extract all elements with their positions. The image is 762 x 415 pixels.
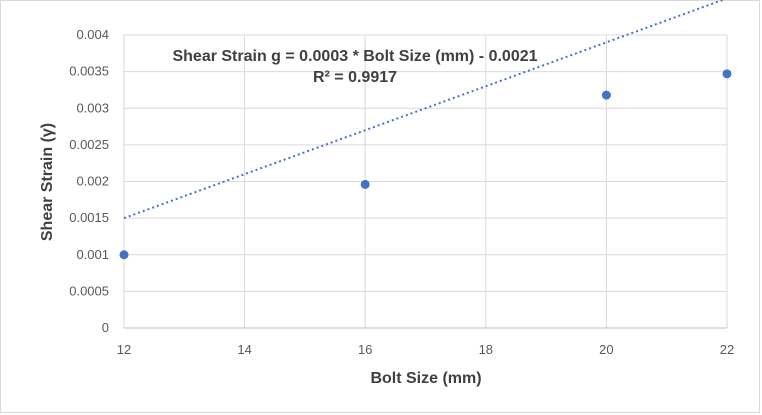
y-axis-title: Shear Strain (γ) (39, 123, 56, 241)
data-point (601, 90, 611, 100)
data-points (119, 69, 732, 260)
data-point (119, 250, 129, 260)
y-tick-label: 0.0005 (69, 283, 109, 298)
x-tick-label: 20 (599, 342, 613, 357)
trendline (123, 0, 726, 220)
gridlines (123, 34, 728, 329)
y-tick-label: 0.0035 (69, 64, 109, 79)
tick-labels: 0 0.0005 0.001 0.0015 0.002 0.0025 0.003 0.0035… (69, 27, 734, 357)
x-tick-label: 14 (237, 342, 251, 357)
trendline-group (123, 0, 726, 220)
y-tick-label: 0.004 (76, 27, 109, 42)
x-tick-label: 16 (358, 342, 372, 357)
x-axis-title: Bolt Size (mm) (370, 370, 481, 387)
y-tick-label: 0.0015 (69, 210, 109, 225)
r-squared-label: R² = 0.9917 (313, 69, 397, 86)
x-tick-label: 18 (479, 342, 493, 357)
data-point (722, 69, 732, 79)
x-tick-label: 12 (117, 342, 131, 357)
data-point (360, 179, 370, 189)
y-tick-label: 0 (102, 320, 109, 335)
y-tick-label: 0.0025 (69, 137, 109, 152)
y-tick-label: 0.003 (76, 100, 109, 115)
y-tick-label: 0.001 (76, 247, 109, 262)
x-tick-label: 22 (720, 342, 734, 357)
y-tick-label: 0.002 (76, 174, 109, 189)
trendline-equation: Shear Strain g = 0.0003 * Bolt Size (mm)… (172, 48, 537, 65)
